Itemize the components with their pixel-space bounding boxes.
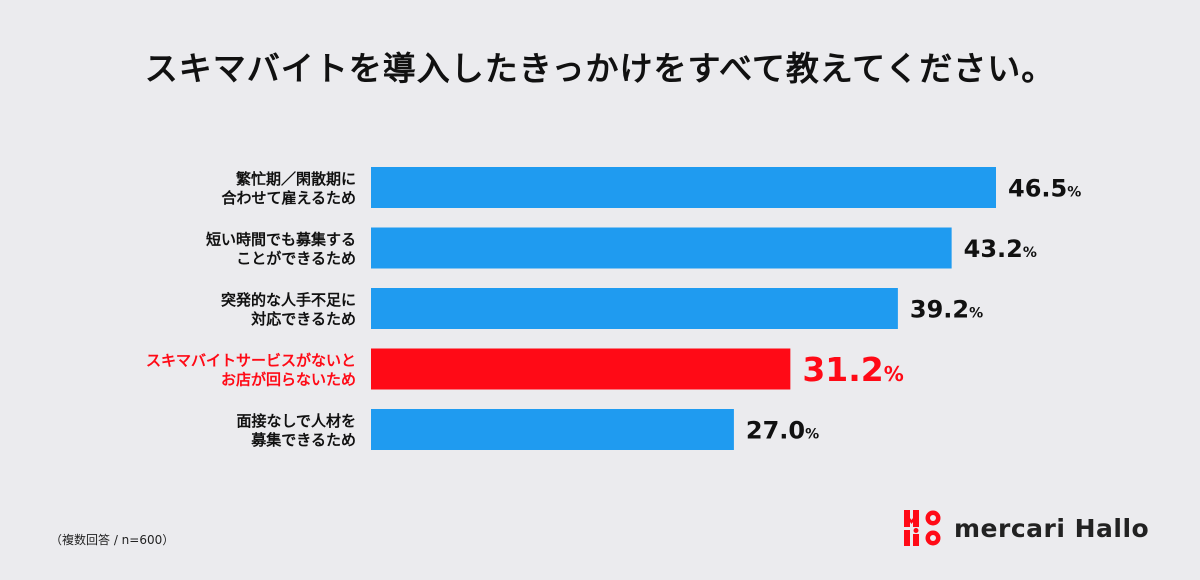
brand-logo-area: mercari Hallo (904, 508, 1154, 548)
bar-3 (371, 288, 898, 329)
sample-note: （複数回答 / n=600） (50, 533, 175, 547)
category-label-3-line-2: 対応できるため (250, 310, 356, 328)
mercari-hallo-logo-icon (904, 510, 941, 546)
category-label-3-line-1: 突発的な人手不足に (221, 291, 356, 309)
category-label-2-line-2: ことができるため (236, 250, 356, 268)
value-label-1: 46.5% (1008, 175, 1081, 203)
category-label-2-line-1: 短い時間でも募集する (206, 231, 356, 249)
category-label-5-line-1: 面接なしで人材を (236, 412, 356, 430)
bar-1 (371, 167, 996, 208)
brand-name: mercari Hallo (954, 513, 1150, 543)
category-label-4-line-2: お店が回らないため (221, 371, 356, 389)
value-label-5: 27.0% (746, 417, 819, 445)
bar-2 (371, 227, 952, 269)
value-label-3: 39.2% (910, 296, 983, 324)
value-label-4: 31.2% (802, 350, 903, 389)
category-label-1-line-2: 合わせて雇えるため (220, 189, 356, 207)
value-label-2: 43.2% (964, 235, 1037, 263)
category-label-4-line-1: スキマバイトサービスがないと (146, 352, 356, 370)
bar-5 (371, 409, 734, 450)
category-label-5-line-2: 募集できるため (250, 431, 356, 449)
category-label-1-line-1: 繁忙期／閑散期に (235, 170, 356, 188)
bar-4 (371, 348, 791, 390)
chart-title: スキマバイトを導入したきっかけをすべて教えてください。 (144, 49, 1056, 88)
